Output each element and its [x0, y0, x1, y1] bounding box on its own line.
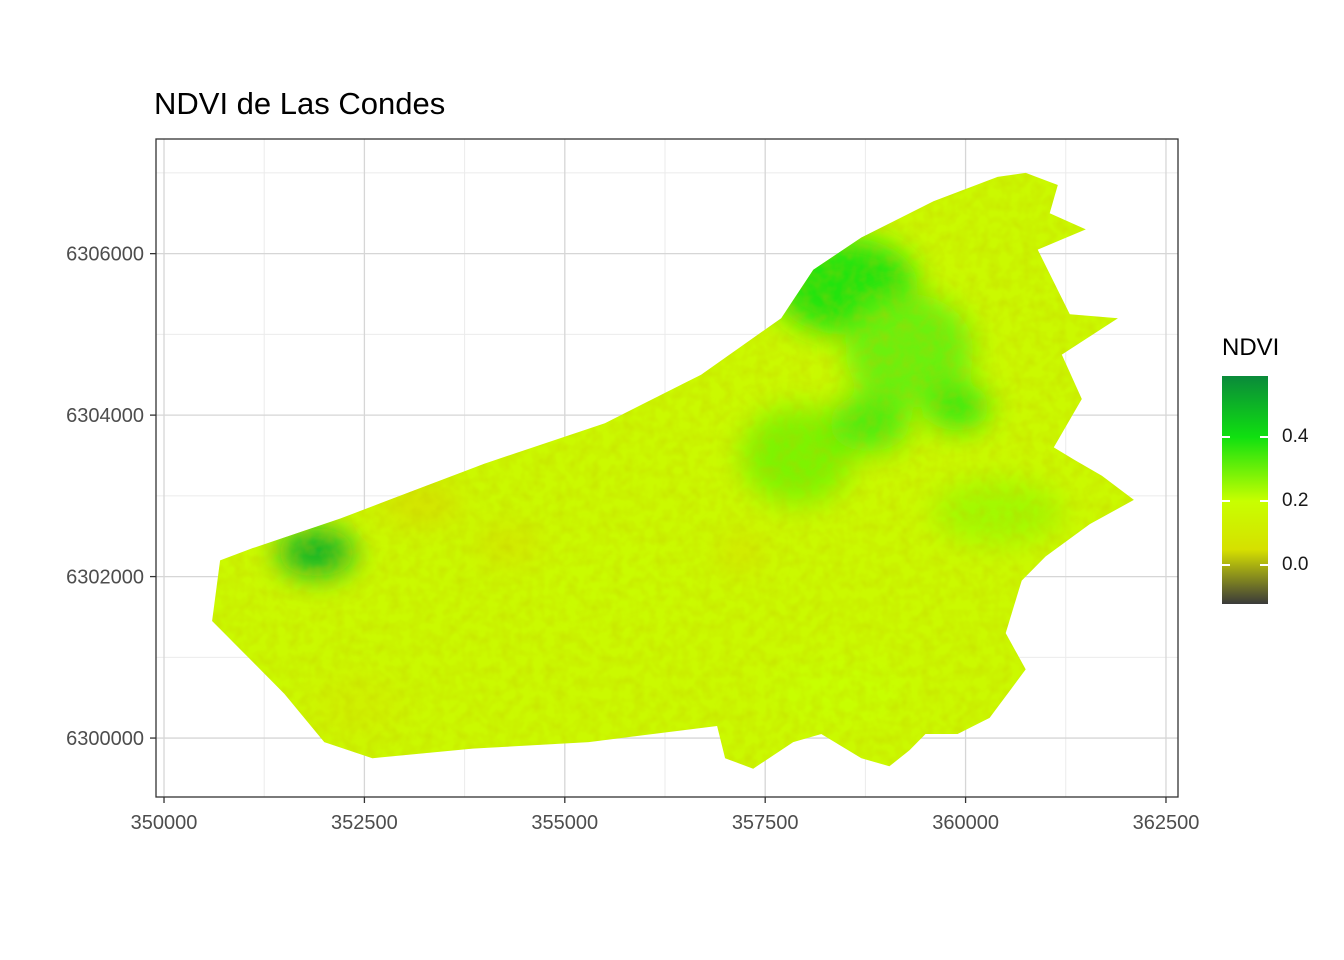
legend-tick	[1222, 564, 1230, 567]
legend: NDVI 0.0 0.2 0.4	[1222, 334, 1332, 614]
legend-tick-label: 0.2	[1282, 490, 1309, 512]
legend-tick-label: 0.4	[1282, 426, 1309, 447]
x-tick-label: 355000	[531, 812, 598, 834]
plot-title: NDVI de Las Condes	[154, 86, 446, 121]
y-axis: 6300000 6302000 6304000 6306000	[66, 244, 156, 750]
legend-tick	[1222, 436, 1230, 438]
x-tick-label: 352500	[331, 812, 398, 834]
x-tick-label: 350000	[131, 812, 198, 834]
legend-colorbar	[1222, 376, 1268, 604]
legend-tick	[1260, 564, 1268, 567]
y-tick-label: 6300000	[66, 728, 144, 750]
legend-title: NDVI	[1222, 334, 1280, 361]
x-axis: 350000 352500 355000 357500 360000 362500	[131, 797, 1200, 834]
y-tick-label: 6304000	[66, 405, 144, 427]
panel-border	[155, 138, 1179, 798]
y-tick-label: 6302000	[66, 567, 144, 589]
legend-tick	[1260, 500, 1268, 503]
legend-tick-label: 0.0	[1282, 554, 1309, 576]
legend-tick	[1260, 436, 1268, 438]
x-tick-label: 360000	[932, 812, 999, 834]
x-tick-label: 362500	[1133, 812, 1200, 834]
y-tick-label: 6306000	[66, 244, 144, 266]
legend-tick	[1222, 500, 1230, 503]
x-tick-label: 357500	[732, 812, 799, 834]
